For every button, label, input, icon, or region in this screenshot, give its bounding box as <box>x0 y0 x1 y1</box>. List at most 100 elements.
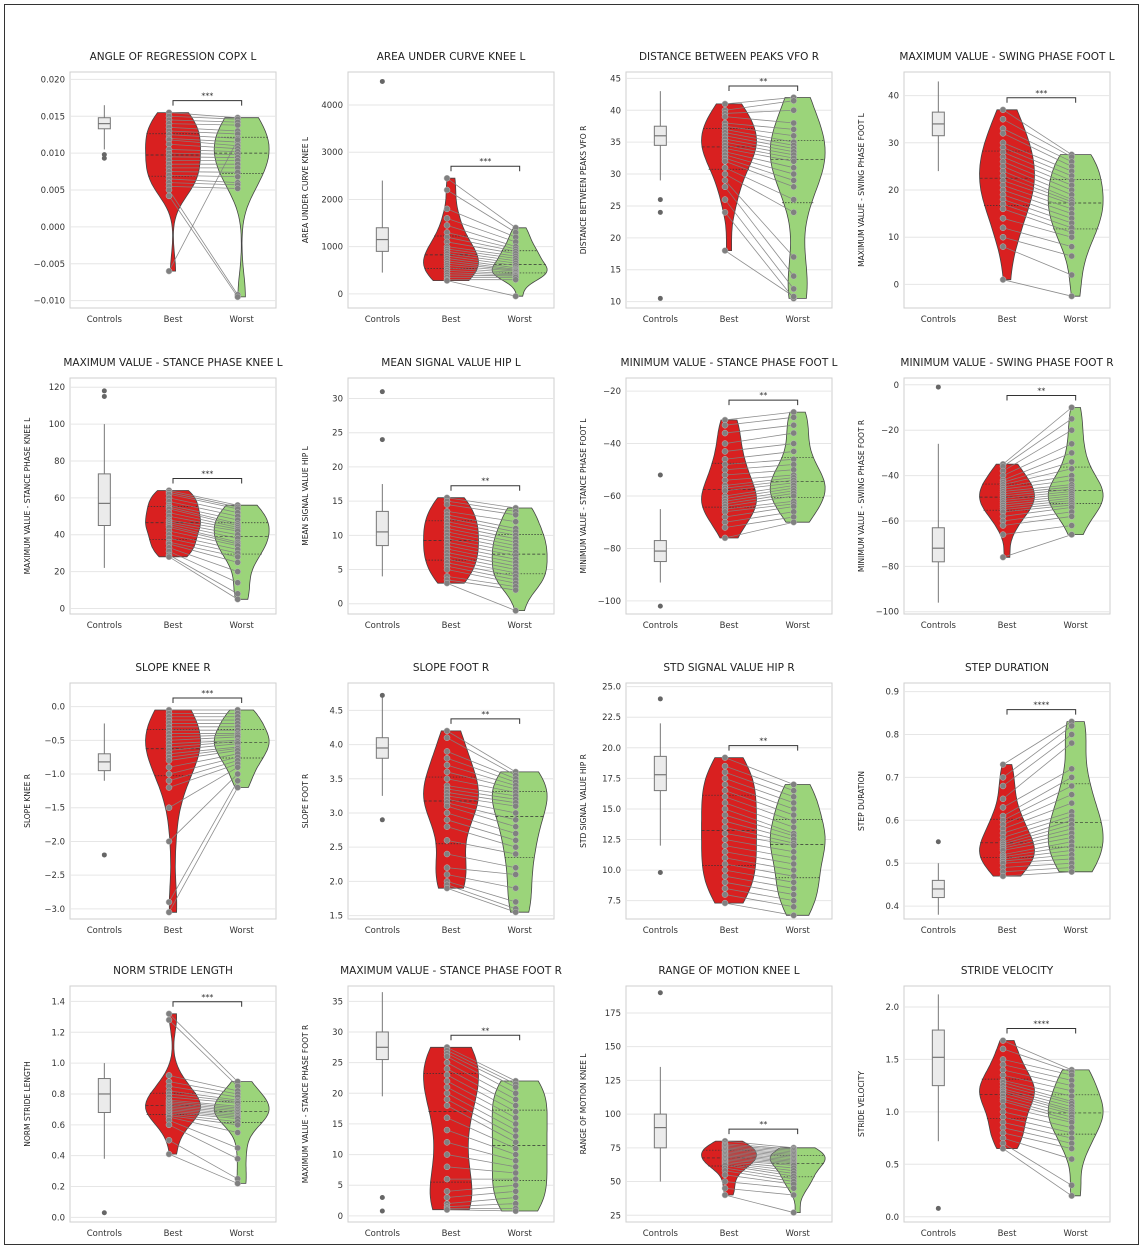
worst-point <box>512 1157 519 1164</box>
paired-line <box>724 474 794 481</box>
paired-line <box>724 500 794 510</box>
paired-line <box>168 743 238 751</box>
best-point <box>999 106 1007 114</box>
controls-box <box>375 1031 389 1061</box>
controls-outlier <box>657 295 663 301</box>
paired-line <box>1002 170 1072 200</box>
paired-line <box>724 167 794 200</box>
paired-line <box>1002 1127 1072 1144</box>
y-tick-label: 120 <box>49 383 65 393</box>
y-axis-label: MEAN SIGNAL VALUE HIP L <box>301 445 310 545</box>
worst-point <box>512 1126 519 1134</box>
paired-line <box>446 241 516 255</box>
significance-label: **** <box>1033 1020 1049 1029</box>
x-tick-label-controls: Controls <box>365 315 401 325</box>
y-tick-label: −20 <box>603 387 621 397</box>
chart-panel-16: STRIDE VELOCITY STRIDE VELOCITY 0.0 0.5 1.0 1… <box>857 965 1111 1239</box>
best-point <box>721 1185 729 1192</box>
best-point <box>721 524 729 531</box>
chart-panel-2: AREA UNDER CURVE KNEE L AREA UNDER CURVE … <box>301 51 555 325</box>
best-point <box>999 795 1007 803</box>
paired-line <box>1002 151 1072 181</box>
best-point <box>999 205 1007 213</box>
paired-line <box>446 798 516 814</box>
best-point <box>443 884 451 892</box>
paired-line <box>446 884 516 910</box>
best-point <box>165 777 173 785</box>
best-point <box>443 501 451 508</box>
significance-bracket <box>728 399 799 406</box>
best-point <box>443 186 451 194</box>
worst-point <box>234 784 241 791</box>
x-tick-label-worst: Worst <box>229 621 254 631</box>
controls-outlier <box>657 990 663 996</box>
y-tick-label: 10 <box>332 1151 343 1161</box>
controls-outlier <box>657 603 663 609</box>
worst-point <box>234 1155 241 1163</box>
paired-line <box>1002 479 1072 490</box>
paired-line <box>1002 867 1072 873</box>
worst-point <box>512 1175 519 1183</box>
chart-panel-12: STEP DURATION STEP DURATION 0.4 0.5 0.6 0.7 0.… <box>857 662 1111 936</box>
paired-line <box>724 1150 794 1157</box>
paired-line <box>724 154 794 175</box>
paired-line <box>724 771 794 798</box>
worst-point <box>512 1169 519 1177</box>
worst-point <box>790 824 797 831</box>
paired-line <box>1002 721 1072 765</box>
paired-line <box>168 171 238 173</box>
y-tick-label: 125 <box>605 1076 621 1086</box>
best-point <box>443 864 451 871</box>
y-tick-label: 0.8 <box>885 730 899 740</box>
best-point <box>443 566 451 573</box>
best-point <box>443 748 451 755</box>
paired-line <box>1002 203 1072 229</box>
y-tick-label: −1.0 <box>44 770 65 780</box>
y-tick-label: 25 <box>610 1211 621 1221</box>
paired-line <box>168 1112 238 1120</box>
worst-point <box>234 1144 241 1152</box>
paired-line <box>446 839 516 855</box>
controls-outlier <box>101 393 107 399</box>
worst-point <box>790 781 797 788</box>
best-point <box>721 183 729 191</box>
worst-point <box>790 183 797 191</box>
paired-line <box>168 526 238 545</box>
y-tick-label: −3.0 <box>44 905 65 915</box>
paired-line <box>446 1046 516 1082</box>
paired-line <box>724 875 794 889</box>
paired-line <box>446 1099 516 1137</box>
worst-point <box>790 799 797 807</box>
best-point <box>721 775 729 782</box>
controls-outlier <box>657 472 663 478</box>
y-tick-label: 40 <box>888 92 899 102</box>
worst-point <box>512 1207 519 1215</box>
controls-box <box>931 527 945 563</box>
worst-point <box>512 884 519 892</box>
significance-label: ** <box>759 391 767 400</box>
paired-line <box>168 156 238 158</box>
y-tick-label: 0.0 <box>51 703 65 713</box>
best-point <box>165 1136 173 1144</box>
paired-line <box>168 491 238 508</box>
worst-point <box>512 898 519 906</box>
paired-line <box>446 788 516 800</box>
paired-line <box>1002 486 1072 495</box>
paired-line <box>168 519 238 532</box>
best-point <box>721 824 729 831</box>
paired-line <box>1002 1040 1072 1071</box>
y-axis-label: SLOPE KNEE R <box>23 774 32 828</box>
best-violin <box>423 1046 479 1211</box>
paired-line <box>724 1147 794 1154</box>
paired-line <box>724 1151 794 1158</box>
best-point <box>165 764 173 771</box>
paired-line <box>446 1203 516 1208</box>
x-tick-label-best: Best <box>998 315 1017 325</box>
worst-point <box>234 173 241 180</box>
paired-line <box>446 802 516 821</box>
paired-line <box>168 508 238 526</box>
paired-line <box>724 1170 794 1182</box>
best-point <box>443 174 451 182</box>
best-violin <box>145 112 201 272</box>
paired-line <box>168 538 238 554</box>
